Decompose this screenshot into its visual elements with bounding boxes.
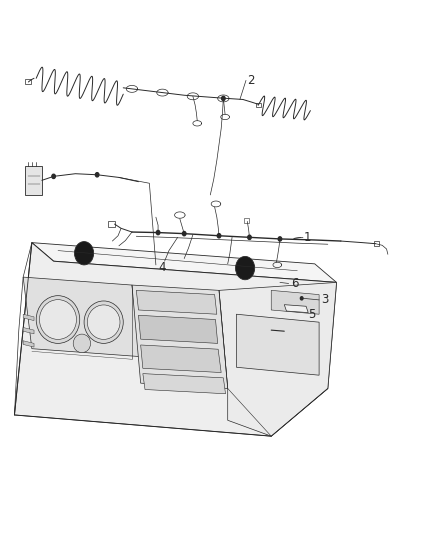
Polygon shape <box>23 327 34 334</box>
Ellipse shape <box>39 300 77 340</box>
Circle shape <box>52 174 55 179</box>
Text: 6: 6 <box>291 277 298 290</box>
Ellipse shape <box>73 334 91 353</box>
Polygon shape <box>141 345 221 373</box>
Circle shape <box>217 233 221 238</box>
Circle shape <box>248 235 251 239</box>
Circle shape <box>74 241 94 265</box>
Polygon shape <box>219 282 336 436</box>
Bar <box>25 166 42 195</box>
Text: 4: 4 <box>158 261 166 274</box>
Bar <box>25 79 31 84</box>
Polygon shape <box>23 341 34 347</box>
Ellipse shape <box>87 305 120 340</box>
Text: 5: 5 <box>308 308 316 321</box>
Text: 2: 2 <box>247 74 255 87</box>
Polygon shape <box>23 277 141 357</box>
Polygon shape <box>136 290 217 314</box>
Polygon shape <box>23 314 34 320</box>
Polygon shape <box>138 316 218 343</box>
Polygon shape <box>132 285 228 389</box>
Ellipse shape <box>36 296 80 343</box>
Circle shape <box>183 231 186 236</box>
Polygon shape <box>237 314 319 375</box>
Bar <box>256 103 261 108</box>
Circle shape <box>236 256 254 280</box>
Polygon shape <box>14 243 336 436</box>
Bar <box>244 218 250 223</box>
Bar <box>108 221 115 227</box>
Text: 3: 3 <box>321 293 328 306</box>
Circle shape <box>222 96 225 101</box>
Circle shape <box>278 237 282 241</box>
Bar <box>374 241 379 246</box>
Circle shape <box>95 173 99 177</box>
Polygon shape <box>32 243 336 282</box>
Circle shape <box>300 297 303 300</box>
Ellipse shape <box>84 301 123 343</box>
Text: 1: 1 <box>304 231 311 244</box>
Circle shape <box>156 230 160 235</box>
Polygon shape <box>143 374 226 394</box>
Polygon shape <box>284 305 308 313</box>
Polygon shape <box>271 290 319 314</box>
